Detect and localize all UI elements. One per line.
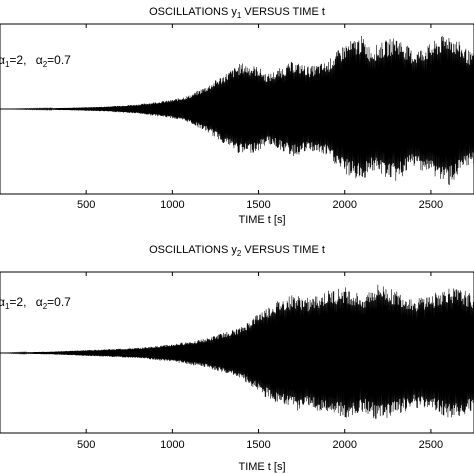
x-tick-label-y2: 1500 [246, 439, 270, 451]
chart-title-y2: OSCILLATIONS y2 VERSUS TIME t [149, 244, 325, 258]
plot-frame-y1 [0, 23, 474, 195]
x-ticks-y2: 500 1000 1500 2000 2500 [77, 272, 443, 451]
x-axis-label-y2: TIME t [s] [238, 461, 285, 473]
x-tick-label-y1: 1000 [160, 199, 184, 211]
panel-y2: OSCILLATIONS y2 VERSUS TIME t α1=2, α2=0… [0, 244, 474, 473]
x-tick-label-y1: 1500 [246, 199, 270, 211]
x-axis-label-y1: TIME t [s] [238, 214, 285, 226]
panel-y1: OSCILLATIONS y1 VERSUS TIME t α1=2, α2=0… [0, 6, 474, 226]
chart-title-y1: OSCILLATIONS y1 VERSUS TIME t [149, 6, 325, 20]
x-tick-label-y2: 2000 [332, 439, 356, 451]
x-tick-label-y2: 2500 [419, 439, 443, 451]
x-tick-label-y1: 2500 [419, 199, 443, 211]
x-tick-label-y2: 1000 [160, 439, 184, 451]
alpha-annotation-y2: α1=2, α2=0.7 [0, 295, 71, 311]
series-line-y2 [0, 284, 474, 419]
series-line-y1 [0, 35, 474, 185]
x-ticks-y1: 500 1000 1500 2000 2500 [77, 24, 443, 211]
plot-frame-y2 [0, 271, 474, 434]
alpha-annotation-y1: α1=2, α2=0.7 [0, 53, 71, 69]
x-tick-label-y1: 500 [77, 199, 95, 211]
waveform-y2 [0, 284, 474, 419]
x-tick-label-y2: 500 [77, 439, 95, 451]
waveform-y1 [0, 35, 474, 185]
x-tick-label-y1: 2000 [332, 199, 356, 211]
